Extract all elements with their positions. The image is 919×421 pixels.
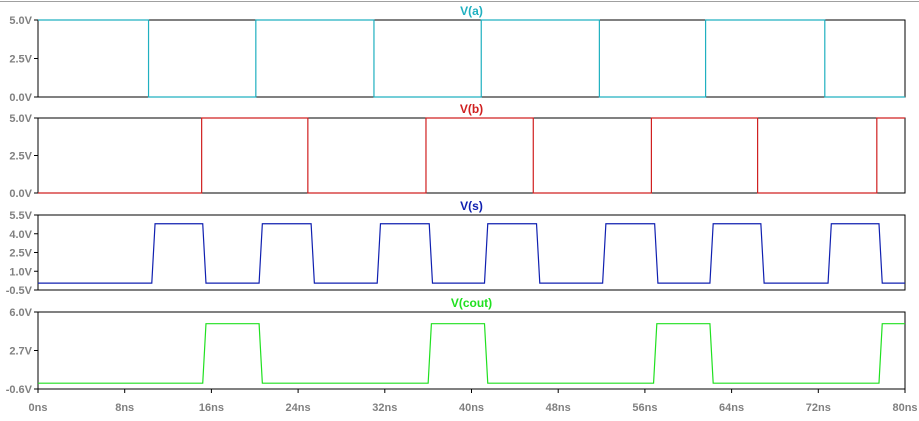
y-tick-label: 2.5V: [9, 54, 32, 66]
y-tick-label: 2.5V: [9, 248, 32, 260]
y-tick-label: 2.7V: [9, 346, 32, 358]
y-tick-label: -0.6V: [6, 384, 33, 396]
y-tick-label: 5.0V: [9, 113, 32, 125]
pane-title[interactable]: V(b): [460, 102, 483, 116]
y-tick-label: 5.5V: [9, 210, 32, 222]
x-tick-label: 32ns: [372, 402, 397, 414]
pane-title[interactable]: V(s): [460, 199, 483, 213]
series-trace-1: [38, 117, 905, 194]
plot-pane-frame: [37, 117, 906, 194]
pane-title[interactable]: V(a): [460, 4, 483, 18]
x-tick-label: 16ns: [199, 402, 224, 414]
x-tick-label: 0ns: [29, 402, 48, 414]
plot-pane-frame: [37, 311, 906, 390]
x-tick-label: 24ns: [286, 402, 311, 414]
plot-pane-3[interactable]: V(s) 5.5V 4.0V 2.5V 1.0V -0.5V: [6, 199, 906, 297]
x-tick-label: 64ns: [719, 402, 744, 414]
plot-pane-2[interactable]: V(b) 5.0V 2.5V 0.0V: [9, 102, 906, 200]
x-tick-label: 72ns: [806, 402, 831, 414]
plot-pane-1[interactable]: V(a) 5.0V 2.5V 0.0V: [9, 4, 906, 104]
series-trace-1: [38, 19, 905, 98]
x-tick-label: 48ns: [546, 402, 571, 414]
y-tick-label: 6.0V: [9, 307, 32, 319]
plot-pane-frame: [37, 19, 906, 98]
y-tick-label: 2.5V: [9, 151, 32, 163]
y-tick-label: 1.0V: [9, 266, 32, 278]
plot-pane-4[interactable]: V(cout) 6.0V 2.7V -0.6V 0ns 8ns 16ns 24ns 32ns 40…: [6, 296, 918, 414]
series-trace-1: [38, 323, 905, 384]
series-trace-1: [38, 223, 905, 284]
y-tick-label: 0.0V: [9, 92, 32, 104]
plot-pane-frame: [37, 214, 906, 291]
y-tick-label: 5.0V: [9, 15, 32, 27]
x-tick-label: 80ns: [892, 402, 917, 414]
pane-title[interactable]: V(cout): [451, 296, 492, 310]
y-tick-label: 0.0V: [9, 188, 32, 200]
x-tick-label: 40ns: [459, 402, 484, 414]
x-tick-label: 56ns: [632, 402, 657, 414]
y-tick-label: -0.5V: [6, 285, 33, 297]
y-tick-label: 4.0V: [9, 229, 32, 241]
x-tick-label: 8ns: [115, 402, 134, 414]
